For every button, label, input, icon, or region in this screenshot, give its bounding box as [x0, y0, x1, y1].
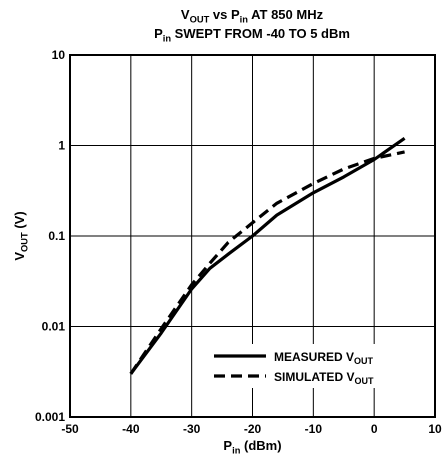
x-tick-label: -20: [244, 422, 262, 436]
chart-title-line-1: VOUT vs Pin AT 850 MHz: [181, 7, 324, 25]
x-tick-label: -50: [61, 422, 79, 436]
y-tick-label: 0.001: [35, 410, 65, 424]
series-line-simulated: [129, 150, 405, 375]
x-tick-label: -10: [305, 422, 323, 436]
y-axis-label: VOUT (V): [12, 211, 30, 260]
y-tick-label: 0.1: [48, 229, 65, 243]
y-tick-label: 0.01: [42, 320, 66, 334]
tick-labels: -50 -40 -30 -20 -10 0 10 0.001 0.01 0.1 1 10: [35, 48, 442, 436]
legend-label: MEASURED VOUT: [274, 350, 374, 366]
chart-title-line-2: Pin SWEPT FROM -40 TO 5 dBm: [154, 26, 350, 44]
x-tick-label: 0: [371, 422, 378, 436]
y-tick-label: 10: [52, 48, 66, 62]
legend-label: SIMULATED VOUT: [274, 370, 374, 386]
x-axis-label: Pin (dBm): [223, 438, 281, 456]
x-tick-label: 10: [428, 422, 442, 436]
axis-labels: Pin (dBm) VOUT (V): [12, 211, 282, 455]
y-tick-label: 1: [58, 139, 65, 153]
legend-box: [208, 344, 422, 388]
x-tick-label: -40: [122, 422, 140, 436]
series-line-measured: [129, 136, 406, 375]
x-tick-label: -30: [183, 422, 201, 436]
plot-frame: [69, 54, 436, 418]
legend: MEASURED VOUT SIMULATED VOUT: [208, 344, 422, 388]
series-layer: [129, 136, 406, 375]
